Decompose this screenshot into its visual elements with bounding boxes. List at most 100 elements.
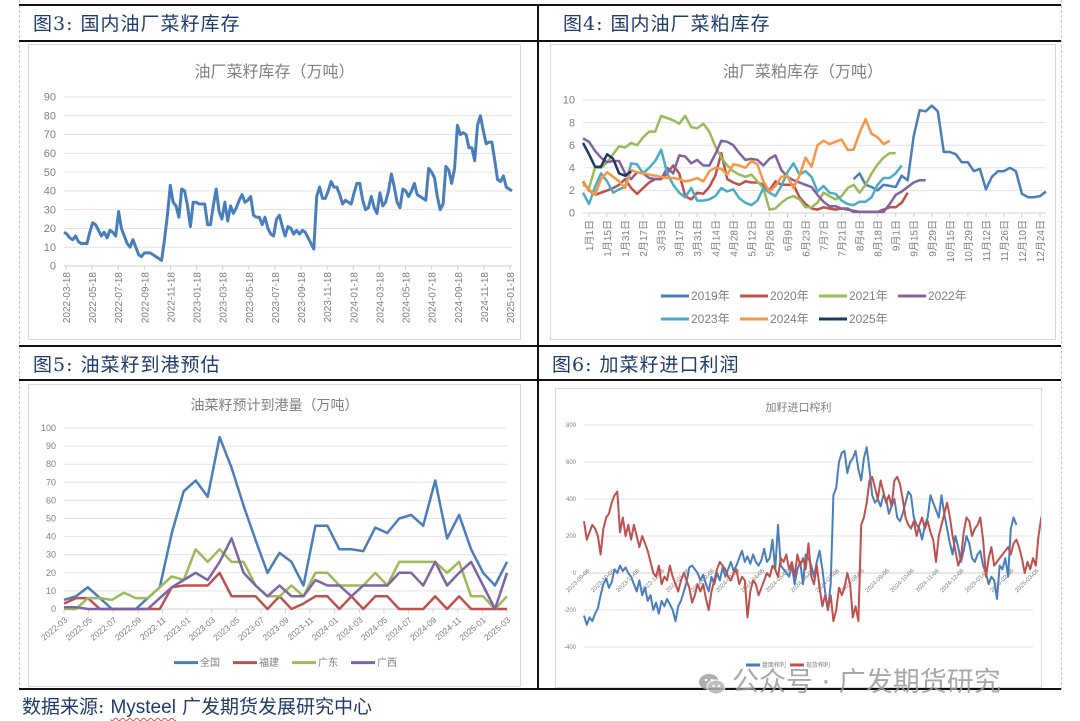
- y-tick-label: 30: [44, 204, 56, 216]
- x-tick-label: 2022-05-18: [88, 272, 99, 324]
- figure-3-title: 图3: 国内油厂菜籽库存: [33, 13, 241, 35]
- y-tick-label: 10: [563, 95, 575, 107]
- x-tick-label: 2024-05: [359, 615, 390, 643]
- watermark: 公众号 · 广发期货研究: [698, 660, 1001, 699]
- x-tick-label: 1月15日: [602, 220, 614, 257]
- line-chart-svg: 01020304050607080901002022-032022-052022…: [39, 423, 513, 669]
- y-tick-label: 800: [566, 423, 577, 429]
- y-tick-label: 50: [46, 514, 56, 524]
- x-tick-label: 2025-01: [457, 615, 488, 643]
- x-tick-label: 2022-03-18: [62, 272, 73, 324]
- divider-middle: [19, 345, 1061, 347]
- y-tick-label: 0: [50, 261, 56, 273]
- legend-label: 福建: [259, 656, 279, 669]
- x-tick-label: 5月26日: [764, 220, 776, 257]
- legend-label: 2020年: [770, 289, 809, 303]
- y-tick-label: 600: [566, 460, 577, 466]
- x-tick-label: 8月4日: [855, 220, 867, 251]
- x-tick-label: 12月10日: [1017, 220, 1029, 262]
- chart-rapeseed-inventory: 油厂菜籽库存（万吨） 0 10 20 30 40 50 60 70 80 90 2022-03-18…: [28, 44, 521, 340]
- series-line: [583, 475, 1041, 623]
- y-tick-label: 70: [46, 477, 56, 487]
- y-tick-label: 0: [569, 208, 575, 220]
- legend-label: 广东: [318, 656, 338, 669]
- x-tick-label: 2023-09-06: [565, 568, 591, 594]
- figure-4-title: 图4: 国内油厂菜粕库存: [563, 13, 771, 35]
- x-tick-label: 2022-11-18: [166, 272, 177, 323]
- divider-vertical: [537, 4, 539, 690]
- x-tick-label: 8月18日: [873, 220, 885, 257]
- y-tick-label: 400: [566, 497, 577, 503]
- x-tick-label: 5月12日: [746, 220, 758, 257]
- legend-label: 全国: [200, 656, 220, 669]
- y-tick-label: 200: [566, 534, 577, 540]
- y-tick-label: 40: [46, 532, 56, 542]
- line-chart-svg: 0 10 20 30 40 50 60 70 80 90 2022-03-18 2022-05-18 2…: [44, 92, 517, 324]
- y-tick-label: 100: [41, 423, 56, 433]
- x-tick-label: 10月29日: [963, 220, 975, 262]
- x-tick-label: 2023-03: [187, 615, 218, 643]
- y-tick-label: 20: [44, 223, 56, 235]
- legend-label: 2022年: [928, 289, 967, 303]
- legend-label: 盘面榨利: [762, 661, 786, 669]
- y-tick-label: 60: [46, 495, 56, 505]
- x-tick-label: 2024-09-18: [454, 272, 465, 324]
- x-tick-label: 7月7日: [819, 220, 831, 251]
- divider-title-row-1: [19, 40, 1061, 42]
- legend-label: 2021年: [849, 289, 888, 303]
- x-tick-label: 9月1日: [891, 220, 903, 251]
- source-brand: Mysteel: [110, 697, 176, 718]
- x-tick-label: 2024-09: [408, 615, 439, 643]
- frame-dashed-right: [1061, 0, 1062, 690]
- series-line: [852, 104, 1047, 199]
- line-chart-svg: 0 2 4 6 8 10 1月1日 1月15日 1月31日 2月17日 3月3日 3月17日 3月31日…: [563, 95, 1047, 326]
- series-line: [582, 137, 926, 214]
- x-tick-label: 3月3日: [656, 220, 668, 251]
- line-chart-svg: -400-20002004006008002023-09-062023-10-0…: [564, 423, 1041, 669]
- x-tick-label: 2023-07-18: [271, 272, 282, 324]
- y-tick-label: 8: [569, 117, 575, 129]
- x-tick-label: 2022-07: [88, 615, 119, 643]
- x-tick-label: 2024-09-06: [865, 568, 891, 594]
- chart-rapeseed-arrival-estimate: 油菜籽预计到港量（万吨） 0 10 20 30 40 50 60 70 80 90 100 2022-…: [28, 384, 521, 687]
- x-tick-label: 4月28日: [728, 220, 740, 257]
- x-tick-label: 2023-03-18: [219, 272, 230, 324]
- x-tick-label: 2025-03-06: [1014, 568, 1040, 594]
- x-tick-label: 3月31日: [692, 220, 704, 257]
- x-tick-label: 12月24日: [1035, 220, 1047, 262]
- x-tick-label: 11月26日: [999, 220, 1011, 262]
- chart-title: 油菜籽预计到港量（万吨）: [190, 398, 359, 414]
- x-tick-label: 2024-10-06: [890, 568, 916, 594]
- x-tick-label: 1月1日: [584, 220, 596, 251]
- x-tick-label: 2023-05-18: [245, 272, 256, 324]
- y-tick-label: 50: [44, 167, 56, 179]
- y-tick-label: -400: [564, 645, 577, 651]
- x-tick-label: 2024-11-06: [915, 568, 941, 594]
- x-tick-label: 2024-05-18: [402, 272, 413, 324]
- y-tick-label: 0: [51, 604, 56, 614]
- y-tick-label: 10: [44, 242, 56, 254]
- chart-title: 油厂菜籽库存（万吨）: [194, 62, 355, 81]
- x-tick-label: 1月31日: [620, 220, 632, 257]
- y-tick-label: 80: [44, 110, 56, 122]
- x-tick-label: 2023-01: [162, 615, 193, 643]
- x-tick-label: 2023-11-18: [323, 272, 334, 323]
- x-tick-label: 2023-01-18: [193, 272, 204, 324]
- divider-bottom: [19, 688, 1061, 690]
- legend-label: 2024年: [770, 312, 809, 326]
- legend-label: 2023年: [691, 312, 730, 326]
- y-tick-label: -200: [564, 608, 577, 614]
- y-tick-label: 10: [46, 586, 56, 596]
- x-tick-label: 2022-09: [113, 615, 144, 643]
- x-tick-label: 2024-12-06: [940, 568, 966, 594]
- source-prefix: 数据来源:: [22, 696, 111, 718]
- y-tick-label: 0: [573, 571, 577, 577]
- x-tick-label: 2024-07-18: [428, 272, 439, 324]
- x-tick-label: 2023-09: [260, 615, 291, 643]
- wechat-icon: [699, 673, 726, 694]
- y-tick-label: 70: [44, 129, 56, 141]
- x-tick-label: 2023-09-18: [297, 272, 308, 324]
- x-tick-label: 9月29日: [927, 220, 939, 257]
- legend-label: 2025年: [849, 312, 888, 326]
- x-tick-label: 2022-09-18: [140, 272, 151, 324]
